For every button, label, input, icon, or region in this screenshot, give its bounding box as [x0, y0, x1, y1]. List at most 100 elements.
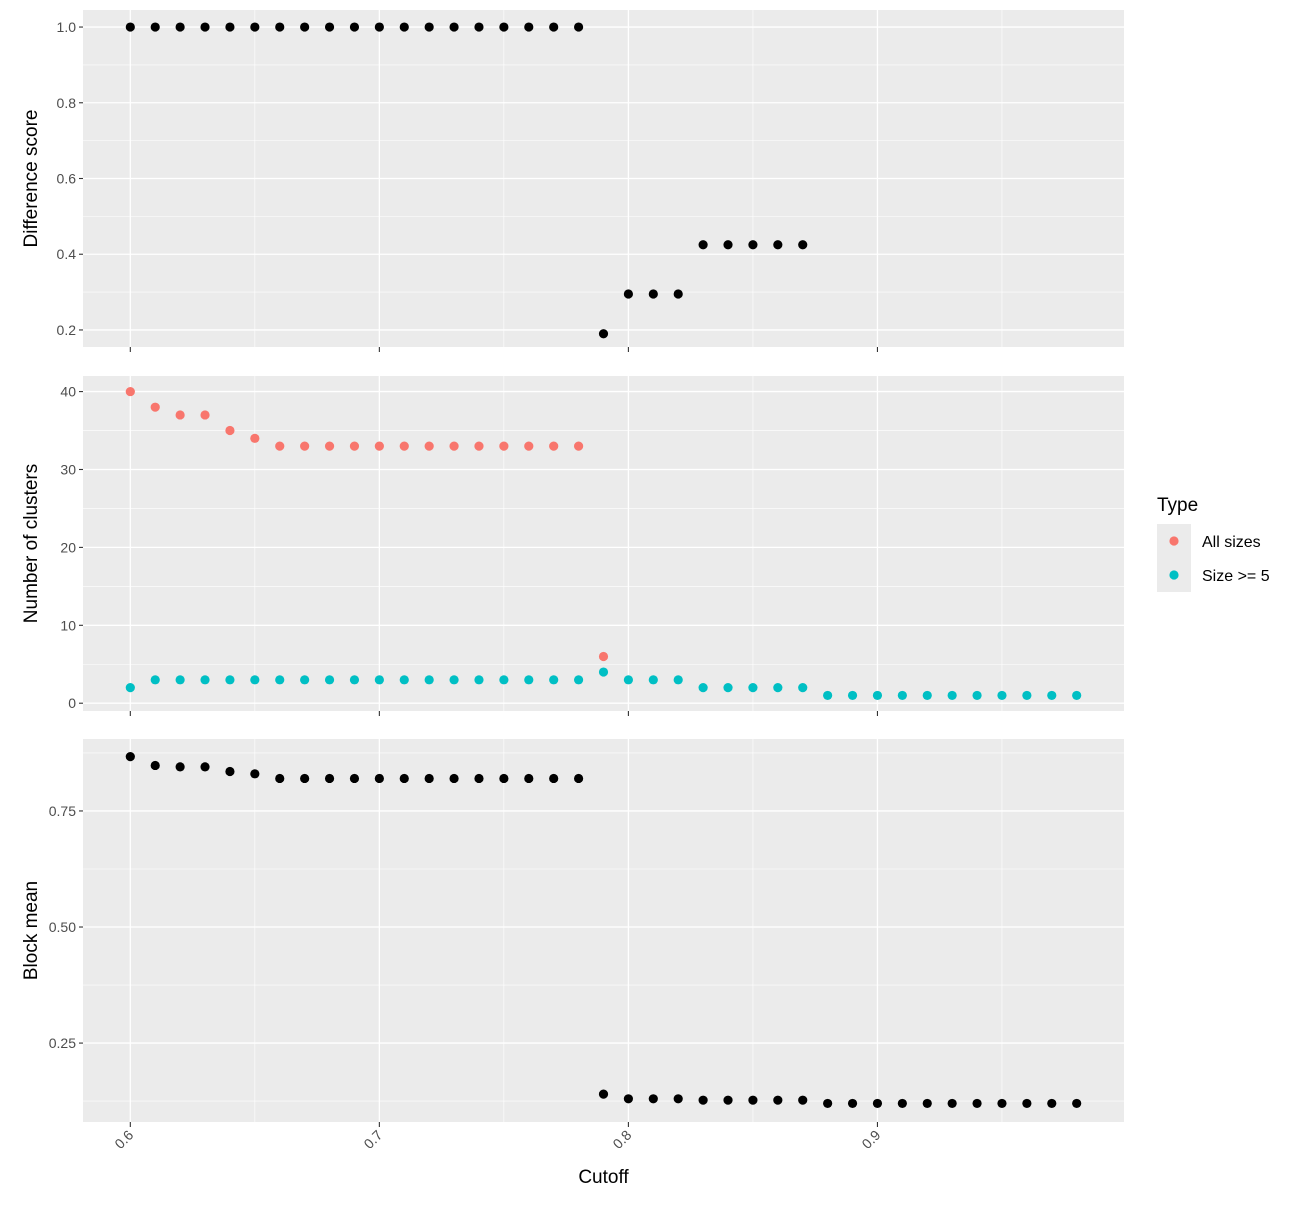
- data-point: [150, 675, 160, 685]
- legend: Type All sizes Size >= 5: [1157, 495, 1270, 592]
- data-point: [723, 240, 733, 250]
- data-point: [200, 22, 210, 32]
- data-point: [648, 675, 658, 685]
- data-point: [349, 773, 360, 784]
- data-point: [598, 667, 609, 677]
- x-axis-title: Cutoff: [578, 1167, 629, 1188]
- data-point: [399, 675, 409, 685]
- data-point: [374, 441, 384, 451]
- data-point: [947, 1098, 957, 1109]
- data-point: [648, 1094, 658, 1104]
- series-points: [125, 22, 808, 339]
- y-tick-label: 10: [60, 617, 76, 633]
- data-point: [673, 289, 683, 299]
- data-point: [673, 1094, 683, 1104]
- data-point: [997, 1098, 1007, 1109]
- y-axis-title: Block mean: [21, 881, 42, 980]
- y-tick-label: 0.25: [49, 1035, 76, 1051]
- data-point: [872, 690, 883, 701]
- data-point: [349, 22, 360, 32]
- y-tick-label: 0.2: [57, 322, 77, 338]
- y-axis-title: Number of clusters: [21, 464, 42, 623]
- y-tick-label: 40: [60, 384, 76, 400]
- panel-2: 0 10 20 30 40 Number of clusters: [21, 376, 1124, 716]
- data-point: [598, 651, 609, 662]
- data-point: [399, 441, 409, 451]
- legend-key-point: [1169, 536, 1179, 546]
- data-point: [549, 773, 559, 784]
- legend-entry-label: All sizes: [1202, 534, 1261, 551]
- data-point: [324, 675, 335, 685]
- data-point: [549, 22, 559, 32]
- data-point: [872, 1098, 883, 1109]
- data-point: [698, 1095, 708, 1105]
- data-point: [823, 690, 833, 701]
- data-point: [922, 690, 932, 701]
- data-point: [324, 22, 335, 32]
- data-point: [972, 1098, 982, 1109]
- data-point: [225, 766, 235, 777]
- data-point: [1047, 690, 1057, 701]
- data-point: [374, 22, 384, 32]
- data-point: [300, 22, 310, 32]
- data-point: [200, 762, 210, 772]
- data-point: [175, 762, 185, 772]
- data-point: [1022, 1098, 1032, 1109]
- legend-key-point: [1169, 570, 1179, 580]
- data-point: [374, 675, 384, 685]
- data-point: [200, 675, 210, 685]
- data-point: [847, 690, 858, 701]
- data-point: [823, 1098, 833, 1109]
- data-point: [275, 675, 285, 685]
- data-point: [150, 402, 160, 412]
- data-point: [499, 441, 509, 451]
- data-point: [175, 22, 185, 32]
- data-point: [474, 441, 484, 451]
- data-point: [474, 675, 484, 685]
- data-point: [623, 1094, 634, 1104]
- data-point: [449, 22, 459, 32]
- data-point: [449, 773, 459, 784]
- data-point: [250, 769, 260, 779]
- data-point: [698, 683, 708, 693]
- data-point: [499, 773, 509, 784]
- data-point: [424, 22, 434, 32]
- data-point: [798, 240, 808, 250]
- y-tick-label: 1.0: [57, 19, 77, 35]
- data-point: [798, 1095, 808, 1105]
- data-point: [573, 773, 584, 784]
- y-tick-label: 0: [68, 695, 76, 711]
- data-point: [175, 410, 185, 420]
- y-tick-label: 0.8: [57, 95, 77, 111]
- data-point: [648, 289, 658, 299]
- data-point: [399, 773, 409, 784]
- data-point: [847, 1098, 858, 1109]
- data-point: [773, 683, 783, 693]
- data-point: [125, 752, 135, 762]
- data-point: [798, 683, 808, 693]
- data-point: [748, 683, 758, 693]
- data-point: [125, 386, 135, 397]
- data-point: [698, 240, 708, 250]
- x-tick-label: 0.6: [111, 1127, 136, 1152]
- data-point: [748, 240, 758, 250]
- data-point: [225, 22, 235, 32]
- data-point: [349, 675, 360, 685]
- data-point: [424, 773, 434, 784]
- series-size-5: [125, 667, 1082, 701]
- data-point: [549, 441, 559, 451]
- data-point: [773, 240, 783, 250]
- data-point: [623, 289, 634, 299]
- data-point: [1072, 690, 1082, 701]
- data-point: [250, 675, 260, 685]
- data-point: [1047, 1098, 1057, 1109]
- data-point: [200, 410, 210, 420]
- data-point: [598, 1089, 609, 1099]
- data-point: [524, 22, 534, 32]
- data-point: [250, 22, 260, 32]
- data-point: [897, 690, 907, 701]
- data-point: [474, 22, 484, 32]
- y-tick-label: 0.50: [49, 919, 76, 935]
- data-point: [150, 22, 160, 32]
